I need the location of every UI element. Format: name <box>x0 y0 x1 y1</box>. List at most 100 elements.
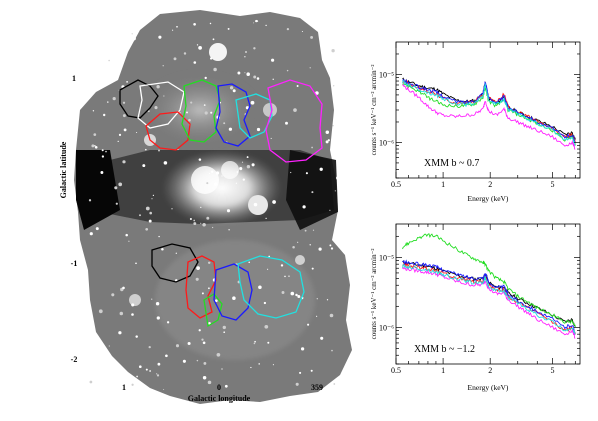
mosaic-footprint <box>74 10 352 404</box>
point-source <box>162 65 164 67</box>
point-source <box>253 202 258 207</box>
point-source <box>136 131 138 134</box>
point-source <box>329 244 332 247</box>
spectrum-series-line <box>402 259 576 335</box>
point-source <box>175 344 180 348</box>
point-source <box>202 376 207 380</box>
point-source <box>138 365 142 369</box>
point-source <box>118 331 122 335</box>
region-contours-lower <box>151 243 305 328</box>
point-source <box>198 46 202 50</box>
spectrum-series-line <box>402 262 576 335</box>
point-source <box>281 291 285 294</box>
point-source <box>326 19 329 22</box>
point-source <box>256 77 260 80</box>
point-source <box>334 190 336 192</box>
xtick-1: 1 <box>122 383 126 392</box>
point-source <box>334 21 336 23</box>
point-source <box>200 222 202 224</box>
point-source <box>196 359 199 362</box>
point-source <box>148 219 152 223</box>
point-source <box>100 171 104 174</box>
point-source <box>154 106 158 110</box>
point-source <box>156 373 158 375</box>
point-source <box>270 137 272 139</box>
point-source <box>310 369 313 372</box>
point-source <box>92 110 95 112</box>
point-source <box>312 229 315 231</box>
point-source <box>193 61 197 64</box>
point-source <box>131 383 134 386</box>
point-source <box>123 128 127 132</box>
point-source <box>148 345 151 349</box>
map-x-axis-label: Galactic longitude <box>188 394 251 403</box>
point-source <box>183 52 187 55</box>
point-source <box>135 335 138 338</box>
point-source <box>213 182 218 187</box>
point-source <box>228 127 233 131</box>
point-source <box>239 167 243 171</box>
point-source <box>145 227 149 231</box>
point-source <box>244 72 246 74</box>
region-green-upper <box>181 79 221 143</box>
point-source <box>121 23 125 27</box>
point-source <box>290 171 292 174</box>
point-source <box>297 295 301 298</box>
point-source <box>255 19 258 23</box>
spectrum-annotation: XMM b ~ −1.2 <box>414 344 475 355</box>
point-source <box>336 176 340 180</box>
point-source <box>333 154 337 158</box>
point-source <box>132 36 136 41</box>
x-tick-label: 0.5 <box>391 366 401 375</box>
point-source <box>105 150 107 153</box>
point-source <box>299 371 302 374</box>
series-layer <box>402 77 576 150</box>
point-source <box>304 229 307 232</box>
point-source <box>103 113 106 117</box>
x-tick-label: 5 <box>550 180 554 189</box>
map-y-axis-label: Galactic latitude <box>59 141 68 198</box>
point-source <box>331 349 333 352</box>
point-source <box>201 292 204 295</box>
point-source <box>215 171 220 175</box>
point-source <box>114 186 118 190</box>
x-axis-label: Energy (keV) <box>468 383 509 392</box>
point-source <box>145 206 150 211</box>
point-source <box>117 140 119 143</box>
point-source <box>122 114 126 118</box>
point-source <box>122 286 125 290</box>
point-source <box>251 163 255 167</box>
point-source <box>292 246 295 249</box>
point-source <box>332 125 334 127</box>
point-source <box>316 298 318 300</box>
point-source <box>149 370 151 372</box>
point-source <box>108 59 110 62</box>
point-source <box>94 75 98 79</box>
point-source <box>211 226 214 229</box>
point-source <box>131 33 133 35</box>
spectrum-annotation: XMM b ~ 0.7 <box>424 158 479 169</box>
y-tick-label: 10⁻⁵ <box>379 253 394 262</box>
point-source <box>219 102 222 104</box>
point-source <box>190 101 193 104</box>
point-source <box>302 205 306 209</box>
point-source <box>163 388 165 391</box>
region-red-upper <box>145 111 191 151</box>
y-tick-label: 10⁻⁶ <box>379 138 394 147</box>
point-source <box>285 121 288 125</box>
point-source <box>296 85 299 87</box>
point-source <box>101 155 105 158</box>
point-source <box>297 241 299 243</box>
spectrum-series-line <box>402 233 576 328</box>
point-source <box>93 133 97 136</box>
tick-layer: 0.5 1 2 5 10⁻⁵ 10⁻⁶ <box>379 224 580 375</box>
point-source <box>265 24 267 27</box>
point-source <box>158 35 162 39</box>
point-source <box>235 182 238 184</box>
point-source <box>286 69 289 72</box>
spectrum-chart-bottom: 0.5 1 2 5 10⁻⁵ 10⁻⁶ XMM b ~ −1.2 Energy (keV)… <box>370 223 581 392</box>
point-source <box>91 144 95 148</box>
point-source <box>316 315 318 317</box>
point-source <box>196 266 200 270</box>
point-source <box>309 244 311 246</box>
